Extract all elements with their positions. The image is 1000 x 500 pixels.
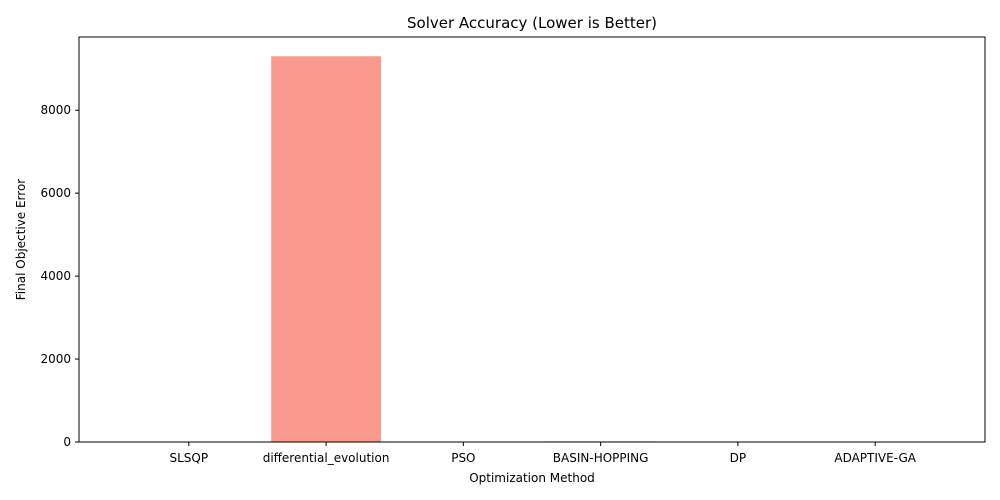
y-tick-label: 6000 xyxy=(40,186,71,200)
bar-differential-evolution xyxy=(271,56,381,443)
plot-frame xyxy=(78,36,986,443)
y-tick-label: 4000 xyxy=(40,269,71,283)
x-tick-label: DP xyxy=(730,451,746,465)
y-tick-label: 2000 xyxy=(40,352,71,366)
x-axis-ticks: SLSQP differential_evolution PSO BASIN-HOPP… xyxy=(170,442,917,465)
x-tick-label: BASIN-HOPPING xyxy=(553,451,649,465)
y-axis-ticks: 0 2000 4000 6000 8000 xyxy=(40,103,79,449)
y-tick-label: 8000 xyxy=(40,103,71,117)
y-axis-label: Final Objective Error xyxy=(14,179,28,301)
x-tick-label: differential_evolution xyxy=(263,451,390,465)
x-axis-label: Optimization Method xyxy=(469,471,595,485)
y-tick-label: 0 xyxy=(63,435,71,449)
x-tick-label: SLSQP xyxy=(170,451,209,465)
bars-group xyxy=(271,56,656,443)
x-tick-label: PSO xyxy=(451,451,475,465)
chart-title: Solver Accuracy (Lower is Better) xyxy=(407,14,657,32)
x-tick-label: ADAPTIVE-GA xyxy=(834,451,916,465)
